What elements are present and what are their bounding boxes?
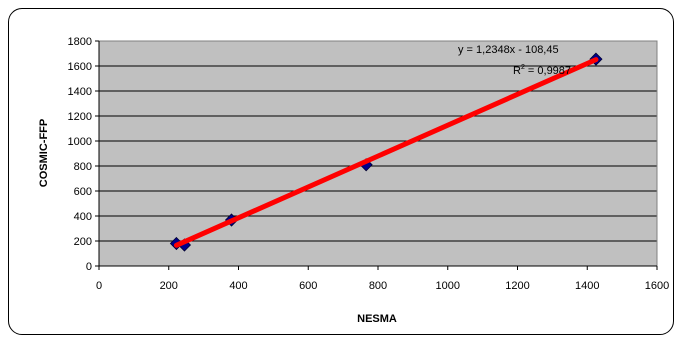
x-tick-label: 1000 [436,280,460,292]
x-tick-label: 1400 [575,280,599,292]
y-tick-label: 600 [74,186,92,198]
y-tick-label: 200 [74,236,92,248]
axes [95,40,658,270]
y-tick-label: 400 [74,211,92,223]
r-squared-superscript: 2 [521,64,525,71]
x-tick-label: 0 [96,280,102,292]
x-tick-labels: 0 200 400 600 800 1000 1200 1400 1600 [96,280,669,292]
y-tick-label: 1800 [68,36,92,48]
y-tick-label: 1600 [68,61,92,73]
r-squared-symbol: R [513,65,521,77]
y-tick-labels: 0 200 400 600 800 1000 1200 1400 1600 1800 [68,36,92,273]
x-tick-label: 1200 [505,280,529,292]
trendline-equation: y = 1,2348x - 108,45 [458,44,559,56]
y-tick-label: 1200 [68,111,92,123]
gridlines [99,40,657,242]
x-tick-label: 200 [160,280,178,292]
x-tick-label: 600 [299,280,317,292]
y-tick-label: 1000 [68,136,92,148]
x-tick-label: 800 [369,280,387,292]
r-squared-label: R2 = 0,9987 [513,64,571,77]
r-squared-value: = 0,9987 [525,65,571,77]
y-tick-label: 0 [86,261,92,273]
trendline [173,57,599,248]
x-tick-label: 1600 [645,280,669,292]
y-tick-label: 800 [74,161,92,173]
y-axis-title: COSMIC-FFP [38,119,50,187]
x-tick-label: 400 [229,280,247,292]
x-axis-title: NESMA [357,313,397,325]
y-tick-label: 1400 [68,86,92,98]
